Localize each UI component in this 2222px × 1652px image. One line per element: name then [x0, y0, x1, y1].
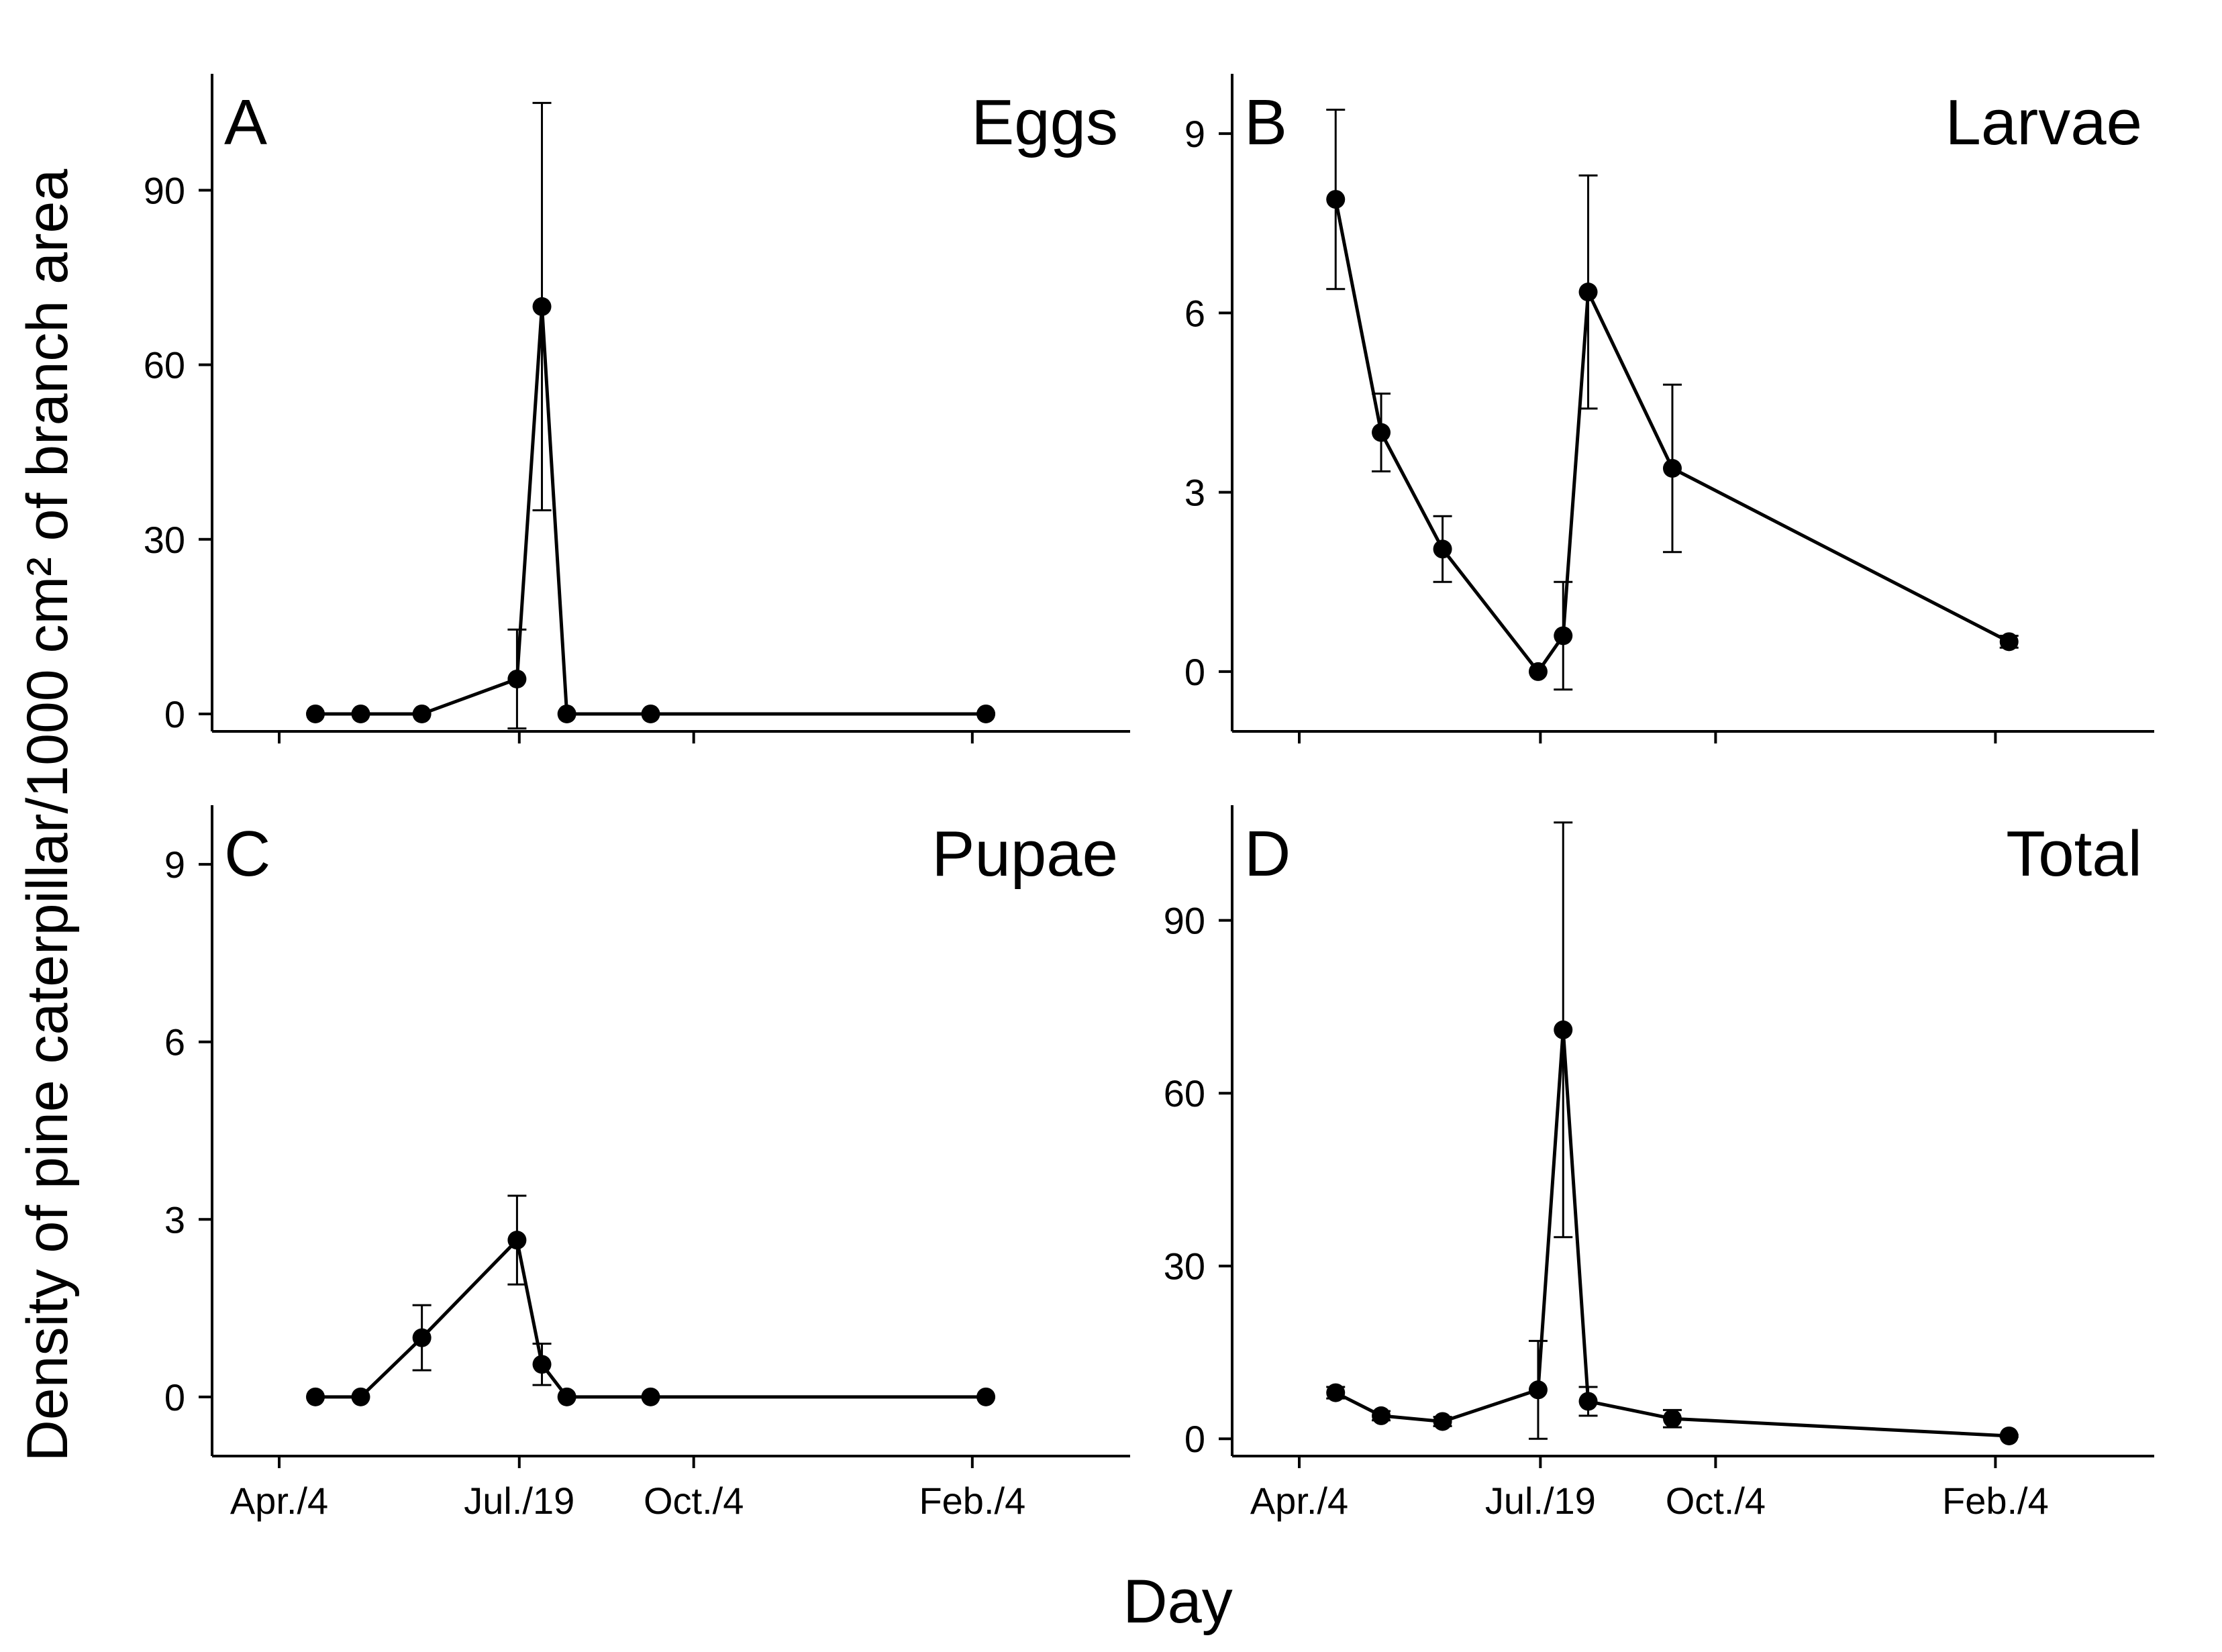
- y-tick-label: 0: [164, 1376, 185, 1418]
- y-tick-label: 60: [1164, 1072, 1205, 1115]
- data-point: [412, 704, 432, 723]
- data-point: [351, 704, 370, 723]
- x-tick-label: Apr./4: [1250, 1480, 1348, 1522]
- panel-b: 0 3 6 9 B Larvae: [1184, 74, 2154, 743]
- panel-c: 0 3 6 9 Apr./4 Jul./19 Oct./4 Feb./4 C Pupae: [164, 805, 1130, 1522]
- series-line: [315, 1238, 987, 1399]
- data-point: [1372, 423, 1391, 442]
- y-tick-label: 3: [1184, 472, 1205, 514]
- panel-letter: D: [1244, 818, 1291, 890]
- y-tick-label: 90: [144, 169, 185, 211]
- y-tick-label: 30: [1164, 1245, 1205, 1288]
- y-tick-label: 90: [1164, 900, 1205, 942]
- data-point: [351, 1387, 370, 1406]
- data-point: [1433, 1412, 1452, 1431]
- x-tick-label: Jul./19: [1485, 1480, 1596, 1522]
- y-tick-label: 0: [164, 693, 185, 735]
- series-line: [315, 305, 987, 716]
- panel-d: 0 30 60 90 Apr./4 Jul./19 Oct./4 Feb./4 D Total: [1164, 805, 2154, 1522]
- y-tick-label: 30: [144, 519, 185, 561]
- x-axis-title: Day: [1123, 1567, 1233, 1636]
- series-line: [1335, 1028, 2009, 1438]
- panel-letter: C: [224, 818, 270, 890]
- data-point: [507, 1231, 527, 1250]
- data-point: [976, 704, 996, 723]
- panel-title: Total: [2006, 818, 2142, 890]
- y-tick-label: 6: [164, 1021, 185, 1064]
- panel-title: Eggs: [971, 87, 1118, 158]
- x-tick-label: Feb./4: [919, 1480, 1025, 1522]
- data-point: [507, 669, 527, 688]
- panel-title: Pupae: [931, 818, 1118, 890]
- data-point: [557, 704, 576, 723]
- series-line: [1333, 199, 2010, 674]
- data-point: [1999, 632, 2019, 652]
- panel-letter: A: [224, 87, 267, 158]
- data-point: [976, 1387, 996, 1406]
- data-point: [641, 1387, 660, 1406]
- y-tick-label: 0: [1184, 651, 1205, 693]
- data-point: [1554, 1020, 1573, 1039]
- x-tick-label: Oct./4: [644, 1480, 744, 1522]
- data-point: [1578, 282, 1598, 302]
- panel-title: Larvae: [1945, 87, 2142, 158]
- data-point: [532, 297, 552, 316]
- data-point: [1999, 1426, 2019, 1445]
- data-point: [1372, 1406, 1391, 1425]
- panel-letter: B: [1244, 87, 1287, 158]
- y-axis-title: Density of pine caterpillar/1000 cm² of …: [15, 169, 80, 1462]
- x-tick-label: Oct./4: [1666, 1480, 1766, 1522]
- data-point: [306, 704, 325, 723]
- y-tick-label: 0: [1184, 1418, 1205, 1460]
- x-tick-label: Jul./19: [464, 1480, 574, 1522]
- data-point: [1662, 459, 1682, 478]
- data-point: [1528, 1380, 1548, 1400]
- y-tick-label: 6: [1184, 292, 1205, 334]
- x-tick-label: Feb./4: [1942, 1480, 2049, 1522]
- data-point: [641, 704, 660, 723]
- data-point: [306, 1387, 325, 1406]
- y-tick-label: 3: [164, 1198, 185, 1241]
- y-tick-label: 9: [164, 843, 185, 886]
- panel-a: 0 30 60 90 A Eggs: [144, 74, 1130, 743]
- data-point: [1662, 1409, 1682, 1429]
- data-point: [1433, 539, 1452, 559]
- data-point: [1326, 190, 1346, 209]
- y-tick-label: 9: [1184, 113, 1205, 155]
- data-point: [1578, 1392, 1598, 1411]
- data-point: [412, 1328, 432, 1347]
- data-point: [1326, 1383, 1346, 1402]
- data-point: [1528, 662, 1548, 681]
- y-tick-label: 60: [144, 344, 185, 386]
- data-point: [532, 1355, 552, 1374]
- data-point: [1554, 626, 1573, 646]
- x-tick-label: Apr./4: [230, 1480, 328, 1522]
- data-point: [557, 1387, 576, 1406]
